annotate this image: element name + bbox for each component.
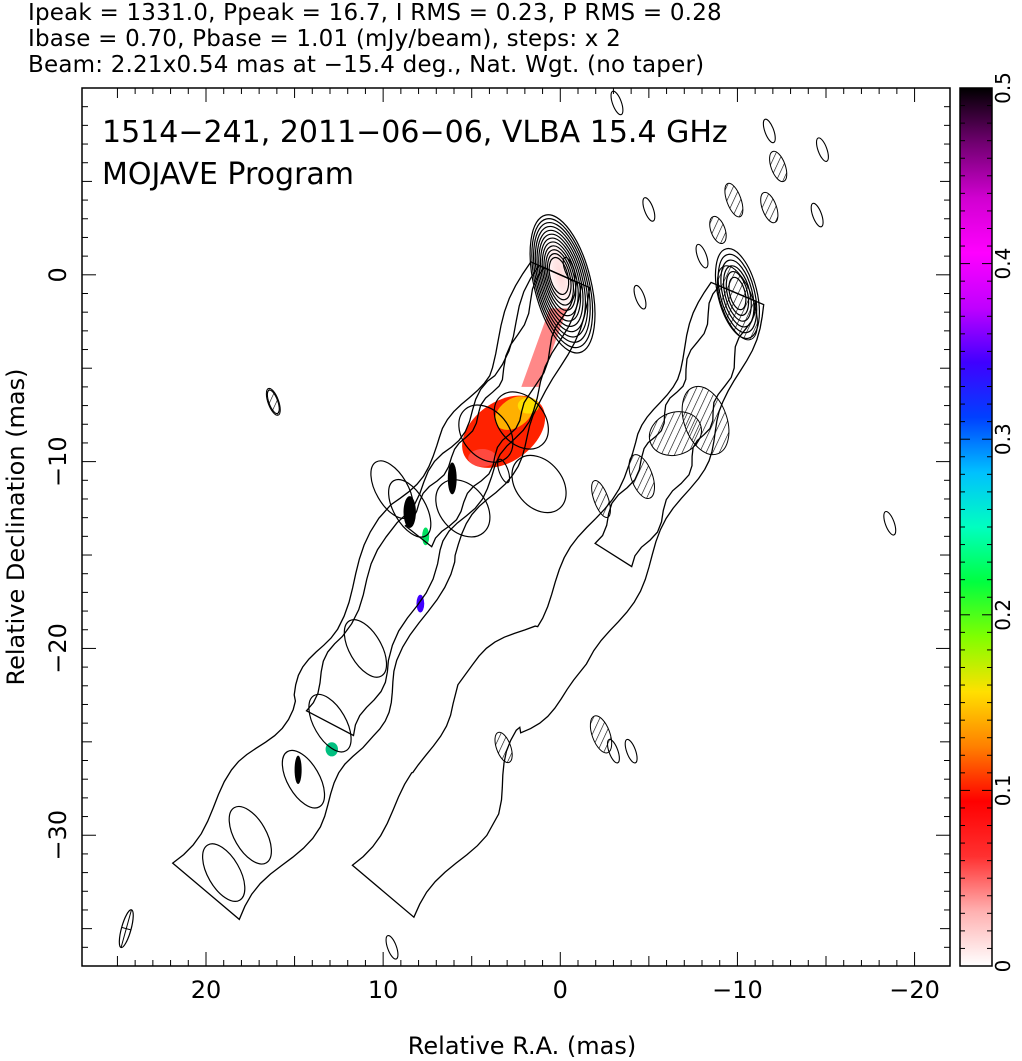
x-tick-label: −20 <box>889 976 940 1004</box>
header-line-beam: Beam: 2.21x0.54 mas at −15.4 deg., Nat. … <box>28 52 705 78</box>
jet-polarization-dark <box>447 462 457 495</box>
knot-contour <box>202 843 246 902</box>
noise-contour <box>624 738 638 764</box>
core-contour <box>538 233 584 327</box>
chart-title: 1514−241, 2011−06−06, VLBA 15.4 GHz <box>102 115 728 150</box>
plot-area: 20 10 0 −10 −20 0 −10 −20 −30 <box>44 87 951 1004</box>
hatched-region <box>494 731 513 764</box>
knot-contour <box>228 805 272 865</box>
intensity-contours <box>171 90 897 960</box>
noise-contour <box>497 458 511 484</box>
beam-ellipse <box>118 909 134 949</box>
core-contour <box>548 256 570 296</box>
hatched-region <box>716 265 758 341</box>
noise-contour <box>695 243 709 269</box>
hatched-region <box>769 150 788 183</box>
hatched-region <box>709 215 727 245</box>
y-axis-ticks: 0 −10 −20 −30 <box>44 106 950 967</box>
x-axis-ticks: 20 10 0 −10 −20 <box>116 88 940 1004</box>
hatched-region <box>648 411 702 457</box>
x-tick-label: 20 <box>191 976 222 1004</box>
jet-polarization-dark <box>403 496 416 528</box>
hatched-region <box>724 182 744 218</box>
knot-contour <box>343 619 388 678</box>
hatched-region <box>589 715 613 754</box>
jet-contour-blob <box>493 391 549 450</box>
y-tick-label: −30 <box>44 810 72 861</box>
hatched-region <box>760 191 779 224</box>
colorbar-tick-label: 0.5 <box>991 72 1015 104</box>
plot-frame <box>81 87 951 967</box>
core-contour <box>534 225 589 338</box>
left-jet-contour <box>305 264 583 737</box>
left-jet-outer-contour <box>171 261 591 921</box>
polarization-layer <box>294 235 576 785</box>
noise-contour <box>562 256 576 282</box>
colorbar: 0 0.1 0.2 0.3 0.4 0.5 <box>959 72 1015 972</box>
right-jet-outer-contour <box>351 281 765 919</box>
colorbar-scale <box>960 88 992 966</box>
jet-contour-blob <box>435 479 491 538</box>
core-contour <box>546 253 572 301</box>
y-tick-label: 0 <box>44 267 72 282</box>
x-tick-label: −10 <box>712 976 763 1004</box>
core-contour <box>536 229 586 333</box>
y-axis-label: Relative Declination (mas) <box>2 368 30 685</box>
jet-polarization-dark <box>294 755 302 785</box>
left-jet-contour <box>404 266 578 548</box>
core-contour <box>545 249 575 306</box>
chart-subtitle: MOJAVE Program <box>102 157 354 192</box>
y-tick-label: −10 <box>44 436 72 487</box>
colorbar-tick-label: 0.1 <box>991 774 1015 806</box>
hatched-region <box>628 454 655 500</box>
noise-contour <box>642 197 656 222</box>
jet-polarization-fade <box>468 449 497 467</box>
header-line-peaks: Ipeak = 1331.0, Ppeak = 16.7, I RMS = 0.… <box>28 0 722 26</box>
beam-minor-axis <box>121 926 132 931</box>
noise-contour <box>883 510 897 536</box>
colorbar-tick-label: 0.4 <box>991 248 1015 280</box>
header-line-base: Ibase = 0.70, Pbase = 1.01 (mJy/beam), s… <box>28 26 621 52</box>
noise-contour <box>633 284 647 310</box>
core-contour <box>541 241 579 317</box>
noise-contour <box>815 137 829 162</box>
jet-contour-blob <box>458 404 514 463</box>
knot-contour <box>281 749 326 809</box>
hatched-region <box>591 480 611 518</box>
colorbar-tick-label: 0.3 <box>991 423 1015 455</box>
knot-contour <box>388 478 432 538</box>
noise-contour <box>385 935 399 960</box>
knot-contour <box>308 693 352 753</box>
jet-polarization-yellow <box>517 397 540 414</box>
colorbar-tick-label: 0 <box>991 960 1015 973</box>
x-tick-label: 0 <box>553 976 568 1004</box>
noise-contour <box>762 118 776 144</box>
noise-contour <box>810 202 824 228</box>
right-jet-contour <box>594 285 757 568</box>
x-tick-label: 10 <box>368 976 399 1004</box>
y-tick-label: −20 <box>44 623 72 674</box>
jet-contour-blob <box>511 454 567 514</box>
core-contour <box>543 245 577 311</box>
core-contour <box>533 221 591 343</box>
core-contour <box>529 214 596 354</box>
jet-polarization-cyan <box>325 742 338 757</box>
noise-contour <box>610 90 624 116</box>
colorbar-ticks: 0 0.1 0.2 0.3 0.4 0.5 <box>960 72 1015 972</box>
x-axis-label: Relative R.A. (mas) <box>408 1032 636 1060</box>
core-contour <box>531 218 594 349</box>
map-header: Ipeak = 1331.0, Ppeak = 16.7, I RMS = 0.… <box>28 0 1018 78</box>
core-contour <box>539 237 582 322</box>
colorbar-tick-label: 0.2 <box>991 599 1015 631</box>
hatched-region <box>265 387 281 416</box>
fractional-pol-hatching <box>265 150 788 764</box>
